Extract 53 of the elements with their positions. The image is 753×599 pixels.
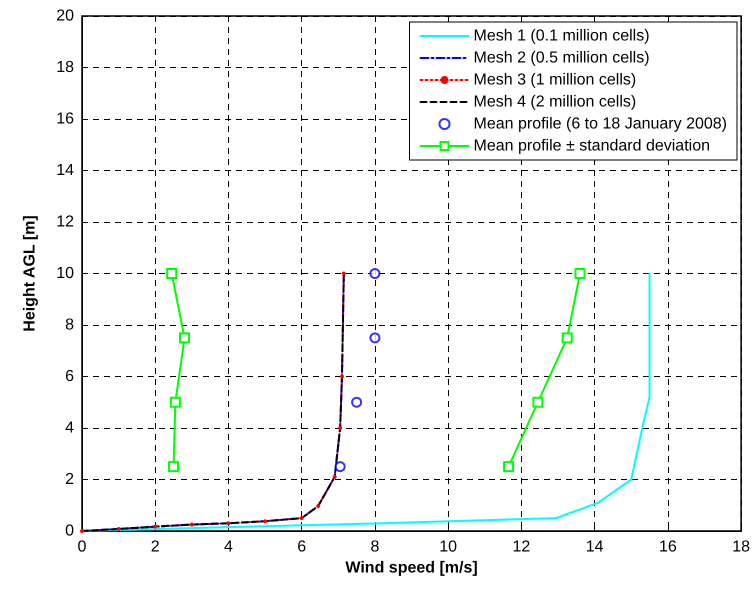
point [153,524,158,529]
point [300,516,304,520]
y-tick-label: 4 [65,420,74,436]
point [316,504,320,508]
legend-label: Mesh 1 (0.1 million cells) [474,28,650,44]
x-tick-label: 18 [732,538,750,556]
x-tick-label: 16 [658,538,677,556]
point [351,396,362,408]
point [340,374,344,378]
point [226,521,230,526]
y-axis-title: Height AGL [m] [22,215,38,332]
y-tick-label: 0 [65,522,74,540]
y-tick-label: 20 [56,8,74,24]
point [369,268,380,279]
point [332,474,337,479]
point [263,519,268,524]
y-tick-label: 12 [56,214,74,230]
point [532,396,544,408]
point [342,272,346,276]
point [166,268,178,279]
y-tick-label: 10 [56,265,74,282]
point [116,526,121,531]
x-tick-label: 0 [78,538,87,556]
y-tick-label: 14 [56,162,74,179]
point [179,332,190,344]
legend-label: Mesh 3 (1 million cells) [474,72,636,88]
x-axis-title: Wind speed [m/s] [345,559,478,576]
point [369,332,380,344]
y-tick-label: 8 [65,316,74,334]
y-tick-label: 16 [56,110,74,128]
x-tick-label: 8 [370,538,380,556]
point [574,268,586,279]
legend-label: Mean profile ± standard deviation [474,138,710,154]
x-tick-label: 10 [439,538,458,556]
point [562,332,573,344]
y-tick-label: 6 [65,368,74,385]
x-tick-label: 6 [297,538,306,556]
legend-label: Mean profile (6 to 18 January 2008) [474,116,727,132]
legend-label: Mesh 2 (0.5 million cells) [474,50,650,66]
x-tick-label: 4 [224,538,234,556]
point [334,461,346,472]
point [338,426,342,430]
y-tick-label: 18 [56,59,74,76]
point [503,461,514,472]
point [170,396,181,408]
x-tick-label: 14 [586,538,604,556]
point [80,529,84,533]
point [168,461,180,472]
y-tick-label: 2 [65,471,74,488]
x-tick-label: 2 [150,538,160,556]
x-tick-label: 12 [512,538,530,556]
point [190,522,194,527]
legend-label: Mesh 4 (2 million cells) [474,94,636,110]
